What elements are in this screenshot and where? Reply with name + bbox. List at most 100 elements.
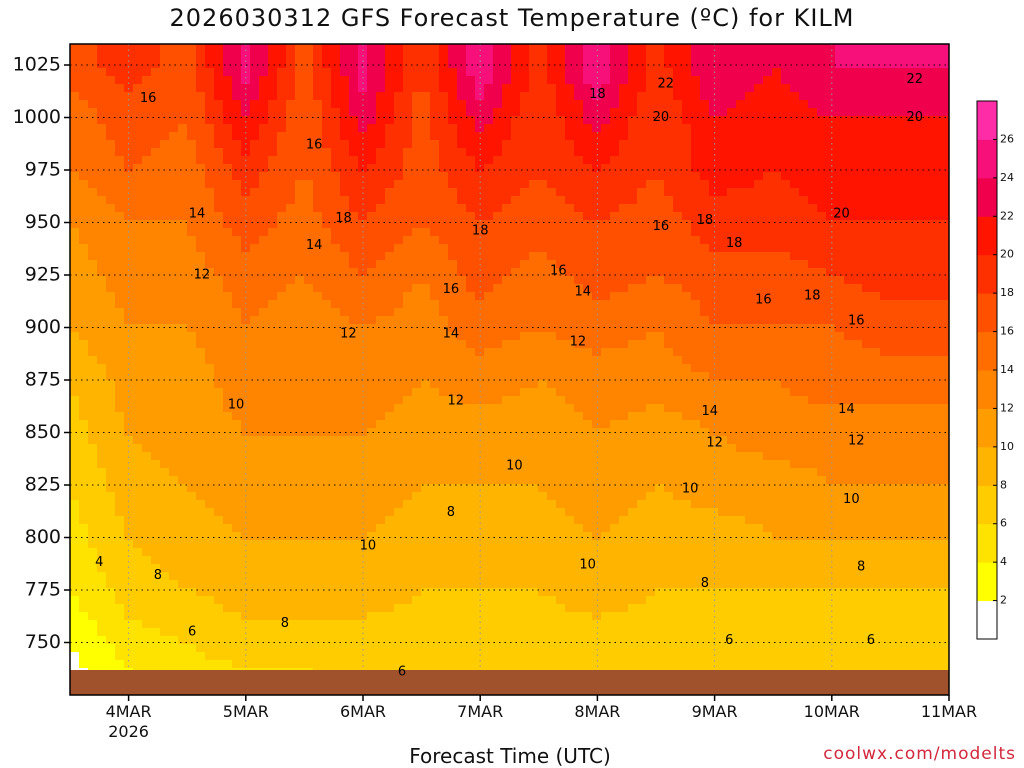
- field-cell: [394, 652, 404, 661]
- field-cell: [250, 492, 260, 501]
- field-cell: [313, 292, 323, 301]
- field-cell: [574, 452, 584, 461]
- field-cell: [187, 476, 197, 485]
- field-cell: [88, 156, 98, 165]
- field-cell: [97, 220, 107, 229]
- field-cell: [349, 436, 359, 445]
- field-cell: [133, 412, 143, 421]
- field-cell: [88, 380, 98, 389]
- field-cell: [304, 156, 314, 165]
- field-cell: [214, 460, 224, 469]
- field-cell: [565, 300, 575, 309]
- field-cell: [385, 508, 395, 517]
- field-cell: [133, 92, 143, 101]
- field-cell: [592, 164, 602, 173]
- field-cell: [358, 380, 368, 389]
- field-cell: [178, 476, 188, 485]
- field-cell: [205, 524, 215, 533]
- field-cell: [430, 420, 440, 429]
- field-cell: [376, 628, 386, 637]
- field-cell: [466, 300, 476, 309]
- field-cell: [349, 324, 359, 333]
- field-cell: [322, 300, 332, 309]
- field-cell: [511, 140, 521, 149]
- field-cell: [106, 444, 116, 453]
- field-cell: [106, 364, 116, 373]
- field-cell: [565, 364, 575, 373]
- field-cell: [538, 356, 548, 365]
- field-cell: [232, 292, 242, 301]
- field-cell: [601, 372, 611, 381]
- field-cell: [322, 92, 332, 101]
- field-cell: [421, 276, 431, 285]
- field-cell: [106, 468, 116, 477]
- field-cell: [529, 44, 539, 53]
- field-cell: [286, 108, 296, 117]
- field-cell: [511, 436, 521, 445]
- field-cell: [178, 356, 188, 365]
- field-cell: [430, 68, 440, 77]
- field-cell: [124, 276, 134, 285]
- field-cell: [376, 452, 386, 461]
- field-cell: [142, 204, 152, 213]
- field-cell: [259, 340, 269, 349]
- field-cell: [520, 68, 530, 77]
- field-cell: [430, 100, 440, 109]
- field-cell: [484, 516, 494, 525]
- field-cell: [169, 44, 179, 53]
- field-cell: [277, 108, 287, 117]
- field-cell: [187, 484, 197, 493]
- field-cell: [223, 548, 233, 557]
- field-cell: [169, 92, 179, 101]
- field-cell: [385, 52, 395, 61]
- field-cell: [331, 68, 341, 77]
- field-cell: [331, 468, 341, 477]
- field-cell: [205, 76, 215, 85]
- field-cell: [349, 340, 359, 349]
- field-cell: [169, 284, 179, 293]
- field-cell: [97, 572, 107, 581]
- field-cell: [169, 564, 179, 573]
- field-cell: [493, 52, 503, 61]
- field-cell: [556, 68, 566, 77]
- field-cell: [268, 308, 278, 317]
- field-cell: [403, 372, 413, 381]
- field-cell: [592, 132, 602, 141]
- field-cell: [457, 308, 467, 317]
- field-cell: [205, 572, 215, 581]
- field-cell: [511, 236, 521, 245]
- field-cell: [385, 540, 395, 549]
- field-cell: [358, 124, 368, 133]
- field-cell: [106, 492, 116, 501]
- field-cell: [79, 580, 89, 589]
- field-cell: [556, 268, 566, 277]
- field-cell: [178, 140, 188, 149]
- field-cell: [358, 108, 368, 117]
- field-cell: [340, 324, 350, 333]
- field-cell: [529, 132, 539, 141]
- field-cell: [529, 244, 539, 253]
- field-cell: [475, 196, 485, 205]
- field-cell: [538, 140, 548, 149]
- field-cell: [340, 476, 350, 485]
- field-cell: [259, 516, 269, 525]
- field-cell: [457, 228, 467, 237]
- field-cell: [124, 452, 134, 461]
- field-cell: [385, 84, 395, 93]
- field-cell: [583, 172, 593, 181]
- field-cell: [97, 380, 107, 389]
- field-cell: [610, 380, 620, 389]
- field-cell: [412, 604, 422, 613]
- field-cell: [304, 596, 314, 605]
- field-cell: [313, 228, 323, 237]
- field-cell: [106, 84, 116, 93]
- field-cell: [331, 492, 341, 501]
- field-cell: [601, 476, 611, 485]
- field-cell: [196, 108, 206, 117]
- field-cell: [358, 412, 368, 421]
- field-cell: [259, 76, 269, 85]
- field-cell: [376, 556, 386, 565]
- field-cell: [376, 92, 386, 101]
- field-cell: [115, 84, 125, 93]
- field-cell: [520, 316, 530, 325]
